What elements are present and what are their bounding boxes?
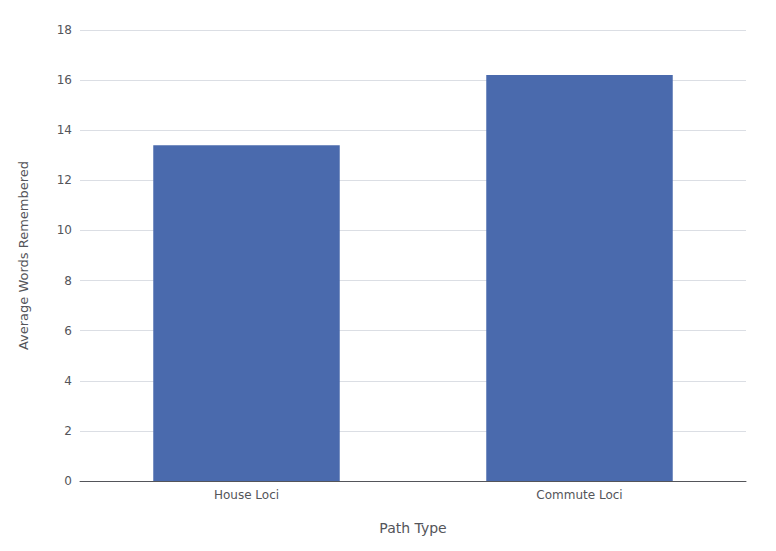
svg-text:Average Words Remembered: Average Words Remembered [16, 161, 31, 350]
svg-text:Commute Loci: Commute Loci [536, 488, 622, 502]
svg-text:6: 6 [64, 324, 72, 338]
svg-text:18: 18 [57, 23, 72, 37]
svg-text:14: 14 [57, 123, 72, 137]
svg-text:10: 10 [57, 223, 72, 237]
svg-text:4: 4 [64, 374, 72, 388]
svg-text:16: 16 [57, 73, 72, 87]
svg-text:12: 12 [57, 173, 72, 187]
svg-text:Path Type: Path Type [379, 520, 446, 536]
svg-text:2: 2 [64, 424, 72, 438]
svg-text:House Loci: House Loci [214, 488, 279, 502]
svg-text:8: 8 [64, 274, 72, 288]
svg-text:0: 0 [64, 474, 72, 488]
